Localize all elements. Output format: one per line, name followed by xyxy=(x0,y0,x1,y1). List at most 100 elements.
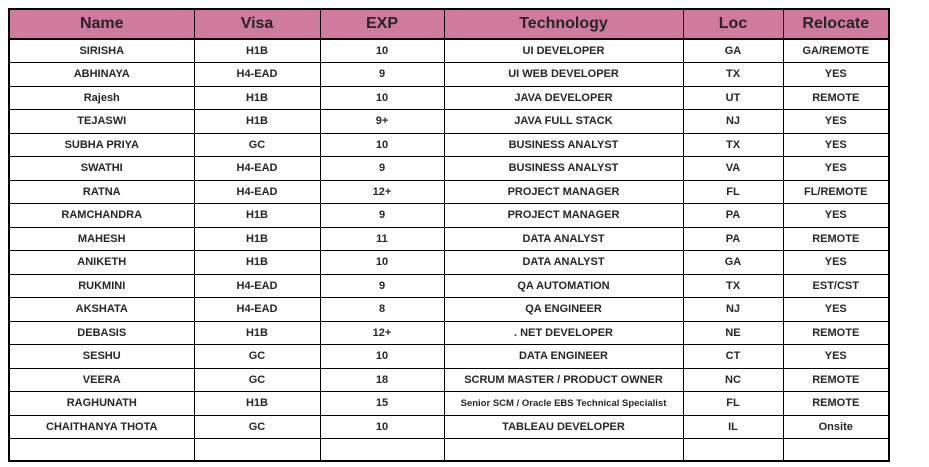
cell-name: DEBASIS xyxy=(8,320,195,345)
cell-exp: 10 xyxy=(319,38,445,63)
cell-visa: H1B xyxy=(193,203,321,228)
cell-visa: H4-EAD xyxy=(193,62,321,87)
cell-relocate: YES xyxy=(782,250,890,275)
cell-exp: 15 xyxy=(319,391,445,416)
cell-loc: NJ xyxy=(682,109,784,134)
table-row: ABHINAYA H4-EAD 9 UI WEB DEVELOPER TX YES xyxy=(8,62,890,87)
cell-name: VEERA xyxy=(8,367,195,392)
cell-name-empty xyxy=(8,438,195,461)
cell-visa: H1B xyxy=(193,38,321,63)
cell-relocate: YES xyxy=(782,62,890,87)
cell-loc: NE xyxy=(682,320,784,345)
cell-name: RUKMINI xyxy=(8,273,195,298)
table-row: RAGHUNATH H1B 15 Senior SCM / Oracle EBS Te… xyxy=(8,391,890,416)
cell-relocate: YES xyxy=(782,156,890,181)
table-row: CHAITHANYA THOTA GC 10 TABLEAU DEVELOPER IL O… xyxy=(8,414,890,439)
cell-technology: PROJECT MANAGER xyxy=(443,203,684,228)
cell-loc: VA xyxy=(682,156,784,181)
cell-visa: H1B xyxy=(193,226,321,251)
cell-loc: PA xyxy=(682,226,784,251)
cell-relocate: YES xyxy=(782,132,890,157)
column-header-exp: EXP xyxy=(319,8,445,40)
cell-loc: TX xyxy=(682,273,784,298)
cutoff-row xyxy=(8,438,890,461)
cell-loc: TX xyxy=(682,62,784,87)
cell-visa: H4-EAD xyxy=(193,273,321,298)
cell-relocate: YES xyxy=(782,203,890,228)
table-row: TEJASWI H1B 9+ JAVA FULL STACK NJ YES xyxy=(8,109,890,134)
cell-name: CHAITHANYA THOTA xyxy=(8,414,195,439)
cell-loc: PA xyxy=(682,203,784,228)
cell-name: MAHESH xyxy=(8,226,195,251)
column-header-technology: Technology xyxy=(443,8,684,40)
cell-technology: JAVA FULL STACK xyxy=(443,109,684,134)
cell-loc-empty xyxy=(682,438,784,461)
cell-loc: GA xyxy=(682,38,784,63)
cell-exp: 11 xyxy=(319,226,445,251)
cell-name: ABHINAYA xyxy=(8,62,195,87)
cell-loc: FL xyxy=(682,391,784,416)
cell-visa: GC xyxy=(193,132,321,157)
cell-visa-empty xyxy=(193,438,321,461)
cell-exp: 9 xyxy=(319,62,445,87)
cell-loc: GA xyxy=(682,250,784,275)
cell-visa: H1B xyxy=(193,391,321,416)
cell-relocate: REMOTE xyxy=(782,367,890,392)
cell-visa: H1B xyxy=(193,85,321,110)
cell-exp: 10 xyxy=(319,344,445,369)
cell-loc: FL xyxy=(682,179,784,204)
cell-visa: H4-EAD xyxy=(193,179,321,204)
table-row: RAMCHANDRA H1B 9 PROJECT MANAGER PA YES xyxy=(8,203,890,228)
table-row: Rajesh H1B 10 JAVA DEVELOPER UT REMOTE xyxy=(8,85,890,110)
cell-visa: H4-EAD xyxy=(193,156,321,181)
cell-technology: QA ENGINEER xyxy=(443,297,684,322)
cell-exp: 9 xyxy=(319,156,445,181)
cell-exp: 9 xyxy=(319,273,445,298)
cell-name: RAGHUNATH xyxy=(8,391,195,416)
cell-visa: GC xyxy=(193,344,321,369)
cell-loc: TX xyxy=(682,132,784,157)
table-row: MAHESH H1B 11 DATA ANALYST PA REMOTE xyxy=(8,226,890,251)
table-row: ANIKETH H1B 10 DATA ANALYST GA YES xyxy=(8,250,890,275)
cell-visa: GC xyxy=(193,367,321,392)
cell-exp: 18 xyxy=(319,367,445,392)
cell-visa: H1B xyxy=(193,320,321,345)
table-row: VEERA GC 18 SCRUM MASTER / PRODUCT OWNER NC R… xyxy=(8,367,890,392)
cell-name: SESHU xyxy=(8,344,195,369)
column-header-relocate: Relocate xyxy=(782,8,890,40)
table-row: DEBASIS H1B 12+. NET DEVELOPER NE REMOTE xyxy=(8,320,890,345)
cell-exp: 10 xyxy=(319,414,445,439)
cell-technology: UI WEB DEVELOPER xyxy=(443,62,684,87)
cell-name: AKSHATA xyxy=(8,297,195,322)
cell-visa: H1B xyxy=(193,109,321,134)
cell-name: SIRISHA xyxy=(8,38,195,63)
cell-technology: UI DEVELOPER xyxy=(443,38,684,63)
cell-relocate: REMOTE xyxy=(782,85,890,110)
table-row: RATNA H4-EAD 12+ PROJECT MANAGER FL FL/REMOTE xyxy=(8,179,890,204)
cell-exp: 12+ xyxy=(319,320,445,345)
table-row: AKSHATA H4-EAD 8 QA ENGINEER NJ YES xyxy=(8,297,890,322)
cell-exp: 9 xyxy=(319,203,445,228)
table-row: SIRISHA H1B 10 UI DEVELOPER GA GA/REMOTE xyxy=(8,38,890,63)
cell-exp: 10 xyxy=(319,132,445,157)
cell-visa: H4-EAD xyxy=(193,297,321,322)
cell-relocate: REMOTE xyxy=(782,391,890,416)
cell-name: RATNA xyxy=(8,179,195,204)
cell-loc: NJ xyxy=(682,297,784,322)
cell-exp: 8 xyxy=(319,297,445,322)
cell-loc: CT xyxy=(682,344,784,369)
cell-technology: JAVA DEVELOPER xyxy=(443,85,684,110)
cell-technology: DATA ANALYST xyxy=(443,250,684,275)
candidates-table-container: Name Visa EXP Technology Loc Relocate SIRISHA… xyxy=(8,8,890,462)
cell-technology-empty xyxy=(443,438,684,461)
cell-loc: IL xyxy=(682,414,784,439)
cell-relocate: EST/CST xyxy=(782,273,890,298)
cell-technology: DATA ENGINEER xyxy=(443,344,684,369)
cell-technology: BUSINESS ANALYST xyxy=(443,156,684,181)
cell-technology: Senior SCM / Oracle EBS Technical Specia… xyxy=(443,391,684,416)
cell-name: SWATHI xyxy=(8,156,195,181)
cell-technology: . NET DEVELOPER xyxy=(443,320,684,345)
table-header-row: Name Visa EXP Technology Loc Relocate xyxy=(8,8,890,40)
cell-visa: GC xyxy=(193,414,321,439)
cell-name: TEJASWI xyxy=(8,109,195,134)
